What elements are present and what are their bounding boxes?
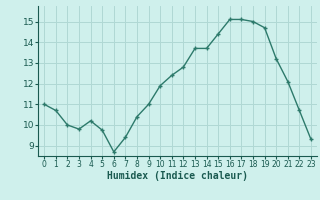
X-axis label: Humidex (Indice chaleur): Humidex (Indice chaleur): [107, 171, 248, 181]
